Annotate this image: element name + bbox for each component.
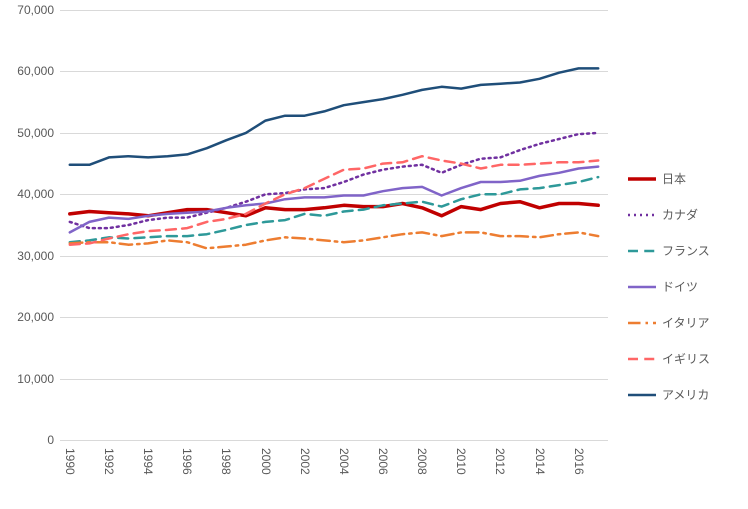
legend-label: カナダ (662, 206, 698, 223)
legend-label: ドイツ (662, 278, 698, 295)
series-line (70, 177, 598, 242)
legend-item: 日本 (628, 170, 686, 187)
legend-line-icon (628, 280, 656, 294)
line-chart: 010,00020,00030,00040,00050,00060,00070,… (0, 0, 748, 509)
legend-item: フランス (628, 242, 710, 259)
legend-item: アメリカ (628, 386, 709, 403)
legend-label: イギリス (662, 350, 710, 367)
legend-label: アメリカ (662, 386, 709, 403)
legend-line-icon (628, 352, 656, 366)
legend-item: イギリス (628, 350, 710, 367)
legend-line-icon (628, 208, 656, 222)
legend-item: ドイツ (628, 278, 698, 295)
legend-item: イタリア (628, 314, 710, 331)
legend-label: 日本 (662, 170, 686, 187)
legend-label: イタリア (662, 314, 710, 331)
legend-label: フランス (662, 242, 710, 259)
legend-line-icon (628, 172, 656, 186)
series-line (70, 232, 598, 248)
series-line (70, 167, 598, 233)
legend-line-icon (628, 244, 656, 258)
legend-line-icon (628, 316, 656, 330)
legend-line-icon (628, 388, 656, 402)
legend-item: カナダ (628, 206, 698, 223)
